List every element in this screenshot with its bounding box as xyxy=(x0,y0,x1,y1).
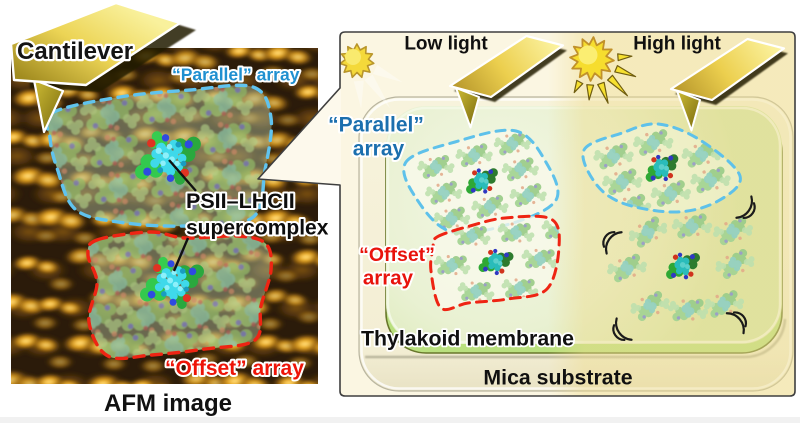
parallel-array-high xyxy=(581,122,742,214)
parallel-array-outline-high xyxy=(581,122,742,214)
cantilever-tip-afm xyxy=(32,78,65,134)
afm-caption: AFM image xyxy=(104,390,232,417)
parallel-label-line1: “Parallel” xyxy=(328,114,424,137)
cantilever-tip-low xyxy=(455,87,480,129)
parallel-array-low xyxy=(402,128,560,235)
page-bottom-strip xyxy=(0,417,800,423)
model-panel: Low light High light “Parallel” array “O… xyxy=(257,31,796,397)
cantilever-probe-high xyxy=(669,37,788,132)
model-panel-border xyxy=(257,31,796,397)
pointer-line-parallel xyxy=(168,159,197,192)
substrate-label: Mica substrate xyxy=(483,366,632,390)
offset-array-outline-low xyxy=(429,214,561,312)
offset-array-afm xyxy=(86,230,274,361)
cantilever-beam-high xyxy=(669,37,786,102)
cantilever-tip-high xyxy=(676,90,701,132)
parallel-label-line2: array xyxy=(353,138,405,161)
sun-high-icon xyxy=(569,36,637,104)
supercomplex-label-line1: PSII–LHCII xyxy=(186,189,295,213)
offset-array-low xyxy=(429,214,561,312)
offset-array-label-afm: “Offset” array xyxy=(165,357,304,380)
parallel-array-outline-low xyxy=(402,128,560,235)
supercomplex-label-line2: supercomplex xyxy=(186,217,329,240)
sun-low-icon xyxy=(339,43,403,109)
parallel-array-label-right: “Parallel” array xyxy=(326,112,426,163)
parallel-array-outline-afm xyxy=(44,83,274,228)
offset-array-label-right: “Offset” array xyxy=(357,242,437,292)
parallel-array-label-afm: “Parallel” array xyxy=(172,65,300,85)
cantilever-beam-low xyxy=(448,34,565,99)
parallel-array-afm xyxy=(44,83,274,228)
low-light-label: Low light xyxy=(404,34,488,55)
offset-array-outline-afm xyxy=(86,230,274,361)
cantilever-probe-afm xyxy=(9,1,196,134)
high-light-label: High light xyxy=(633,34,721,55)
cantilever-beam-afm xyxy=(9,1,182,87)
pointer-line-offset xyxy=(172,237,190,272)
zoom-callout-tab xyxy=(258,88,341,185)
afm-panel xyxy=(9,1,318,384)
offset-label-line2: array xyxy=(363,267,414,290)
cantilever-label: Cantilever xyxy=(17,38,133,65)
supercomplex-callout: PSII–LHCII supercomplex xyxy=(168,159,331,272)
cantilever-probe-low xyxy=(448,34,567,129)
offset-label-line1: “Offset” xyxy=(359,244,435,266)
membrane-label: Thylakoid membrane xyxy=(361,327,574,351)
